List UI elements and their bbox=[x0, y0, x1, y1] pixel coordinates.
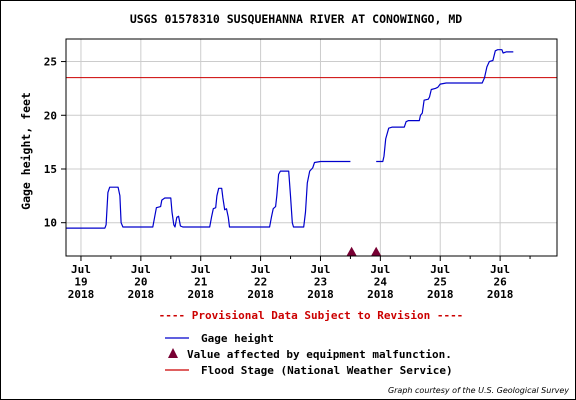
gage-height-line bbox=[376, 49, 514, 163]
x-tick-label: Jul bbox=[131, 263, 151, 276]
provisional-notice: ---- Provisional Data Subject to Revisio… bbox=[159, 309, 464, 322]
x-tick-label: 2018 bbox=[487, 288, 514, 301]
x-tick-label: Jul bbox=[490, 263, 510, 276]
x-tick-label: 25 bbox=[434, 276, 447, 289]
x-tick-label: 2018 bbox=[367, 288, 394, 301]
x-tick-label: 26 bbox=[493, 276, 507, 289]
x-tick-label: Jul bbox=[370, 263, 390, 276]
x-tick-label: Jul bbox=[71, 263, 91, 276]
malfunction-marker bbox=[371, 246, 382, 256]
y-tick-label: 20 bbox=[44, 109, 57, 122]
legend: Gage height Value affected by equipment m… bbox=[165, 332, 453, 377]
x-tick-label: 24 bbox=[374, 276, 388, 289]
x-tick-label: 22 bbox=[254, 276, 267, 289]
x-tick-label: 2018 bbox=[187, 288, 214, 301]
x-tick-label: Jul bbox=[430, 263, 450, 276]
credit-line: Graph courtesy of the U.S. Geological Su… bbox=[388, 386, 569, 395]
x-tick-label: 2018 bbox=[307, 288, 334, 301]
malfunction-markers bbox=[346, 246, 382, 256]
y-axis-ticks: 10 15 20 25 bbox=[44, 56, 66, 230]
series-lines bbox=[66, 49, 514, 229]
y-tick-label: 15 bbox=[44, 163, 57, 176]
x-tick-label: 2018 bbox=[68, 288, 95, 301]
x-tick-label: 19 bbox=[74, 276, 87, 289]
malfunction-marker bbox=[346, 246, 357, 256]
x-tick-label: Jul bbox=[251, 263, 271, 276]
legend-label: Value affected by equipment malfunction. bbox=[187, 348, 452, 361]
legend-label: Gage height bbox=[201, 332, 274, 345]
x-tick-label: Jul bbox=[311, 263, 331, 276]
grid bbox=[66, 39, 557, 256]
legend-label: Flood Stage (National Weather Service) bbox=[201, 364, 453, 377]
x-tick-label: 2018 bbox=[247, 288, 274, 301]
plot-area bbox=[65, 38, 558, 257]
y-tick-label: 25 bbox=[44, 56, 57, 69]
x-tick-label: Jul bbox=[191, 263, 211, 276]
x-tick-label: 2018 bbox=[427, 288, 454, 301]
gage-height-line bbox=[66, 160, 351, 229]
x-tick-label: 2018 bbox=[128, 288, 155, 301]
x-axis-ticks: Jul192018Jul202018Jul212018Jul222018Jul2… bbox=[68, 256, 531, 301]
legend-triangle-swatch bbox=[168, 348, 178, 358]
x-tick-label: 21 bbox=[194, 276, 208, 289]
y-axis-label: Gage height, feet bbox=[19, 92, 33, 210]
x-tick-label: 23 bbox=[314, 276, 327, 289]
y-tick-label: 10 bbox=[44, 217, 57, 230]
x-tick-label: 20 bbox=[134, 276, 147, 289]
chart-title: USGS 01578310 SUSQUEHANNA RIVER AT CONOW… bbox=[130, 12, 462, 26]
